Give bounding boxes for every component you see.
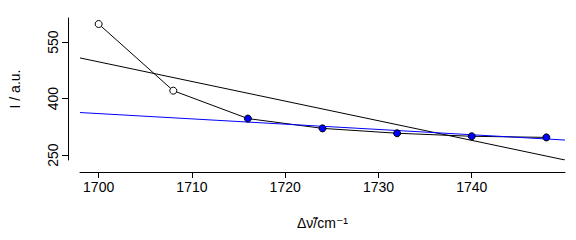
svg-text:1730: 1730 [363,179,394,195]
svg-text:I / a.u.: I / a.u. [7,70,23,109]
svg-text:1720: 1720 [270,179,301,195]
svg-text:250: 250 [45,143,61,167]
svg-text:1710: 1710 [176,179,207,195]
svg-text:1700: 1700 [83,179,114,195]
svg-text:400: 400 [45,87,61,111]
svg-text:1740: 1740 [456,179,487,195]
svg-text:Δν̃/cm⁻¹: Δν̃/cm⁻¹ [297,215,348,231]
svg-text:550: 550 [45,30,61,54]
